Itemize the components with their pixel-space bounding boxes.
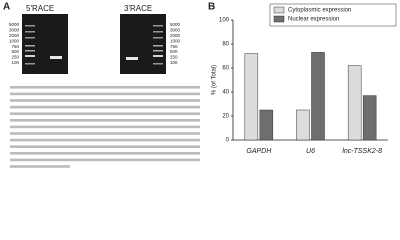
x-tick-label: GAPDH [246, 148, 272, 155]
ladder-label: 5000 [9, 22, 20, 27]
x-tick-label: U6 [306, 148, 315, 155]
legend-label: Nuclear expression [288, 17, 339, 23]
y-tick-label: 60 [222, 66, 229, 72]
ladder-label: 750 [11, 44, 19, 49]
ladder-label: 750 [170, 44, 178, 49]
legend-swatch [273, 15, 285, 23]
sequence-line [10, 158, 200, 162]
bar [244, 53, 259, 141]
sequence-line [10, 105, 200, 109]
gel-bands [25, 25, 163, 65]
x-tick-label: lnc-TSSK2-8 [342, 148, 382, 155]
sequence-line [10, 145, 200, 148]
sequence-line [10, 92, 200, 96]
ladder-label: 100 [11, 60, 19, 65]
sequence-line [10, 165, 70, 168]
sequence-text [10, 86, 200, 168]
ladder-label: 250 [170, 55, 178, 60]
ladder-label: 250 [11, 55, 19, 60]
gel-image [120, 14, 166, 74]
ladder-label: 5000 [170, 22, 181, 27]
bar [362, 95, 377, 141]
y-tick-label: 20 [222, 114, 229, 120]
y-tick-label: 0 [226, 138, 230, 144]
gel-title: 3'RACE [124, 4, 152, 13]
ladder-label: 100 [170, 60, 178, 65]
bar [296, 109, 310, 141]
ladder-label: 2000 [170, 33, 181, 38]
sequence-line [10, 99, 200, 102]
bar [259, 109, 274, 141]
ladder-label: 3000 [9, 28, 20, 33]
gel-image [22, 14, 68, 74]
legend-swatch [273, 6, 285, 14]
figure: A B % (of Total) 5'RACE50003000200010007… [3, 2, 397, 168]
legend-box [269, 3, 397, 27]
sequence-line [10, 112, 200, 115]
ladder-label: 1000 [9, 38, 20, 43]
ladder-label: 500 [170, 49, 178, 54]
bar [311, 52, 325, 141]
bar [347, 65, 362, 141]
gel-title: 5'RACE [26, 4, 54, 13]
y-tick-label: 100 [219, 18, 230, 24]
panel-label: B [208, 2, 215, 13]
y-axis-label: % (of Total) [212, 65, 218, 95]
sequence-line [10, 152, 200, 155]
ladder-label: 1000 [170, 38, 181, 43]
ladder-label: 2000 [9, 33, 20, 38]
ladder-label: 500 [11, 49, 19, 54]
legend-label: Cytoplasmic expression [288, 8, 351, 14]
y-tick-label: 40 [222, 90, 229, 96]
sequence-line [10, 132, 200, 135]
sequence-line [10, 119, 200, 122]
sequence-line [10, 138, 200, 142]
ladder-label: 3000 [170, 28, 181, 33]
y-tick-label: 80 [222, 42, 229, 48]
panel-label: A [3, 2, 10, 13]
sequence-line [10, 86, 200, 89]
sequence-line [10, 125, 200, 129]
